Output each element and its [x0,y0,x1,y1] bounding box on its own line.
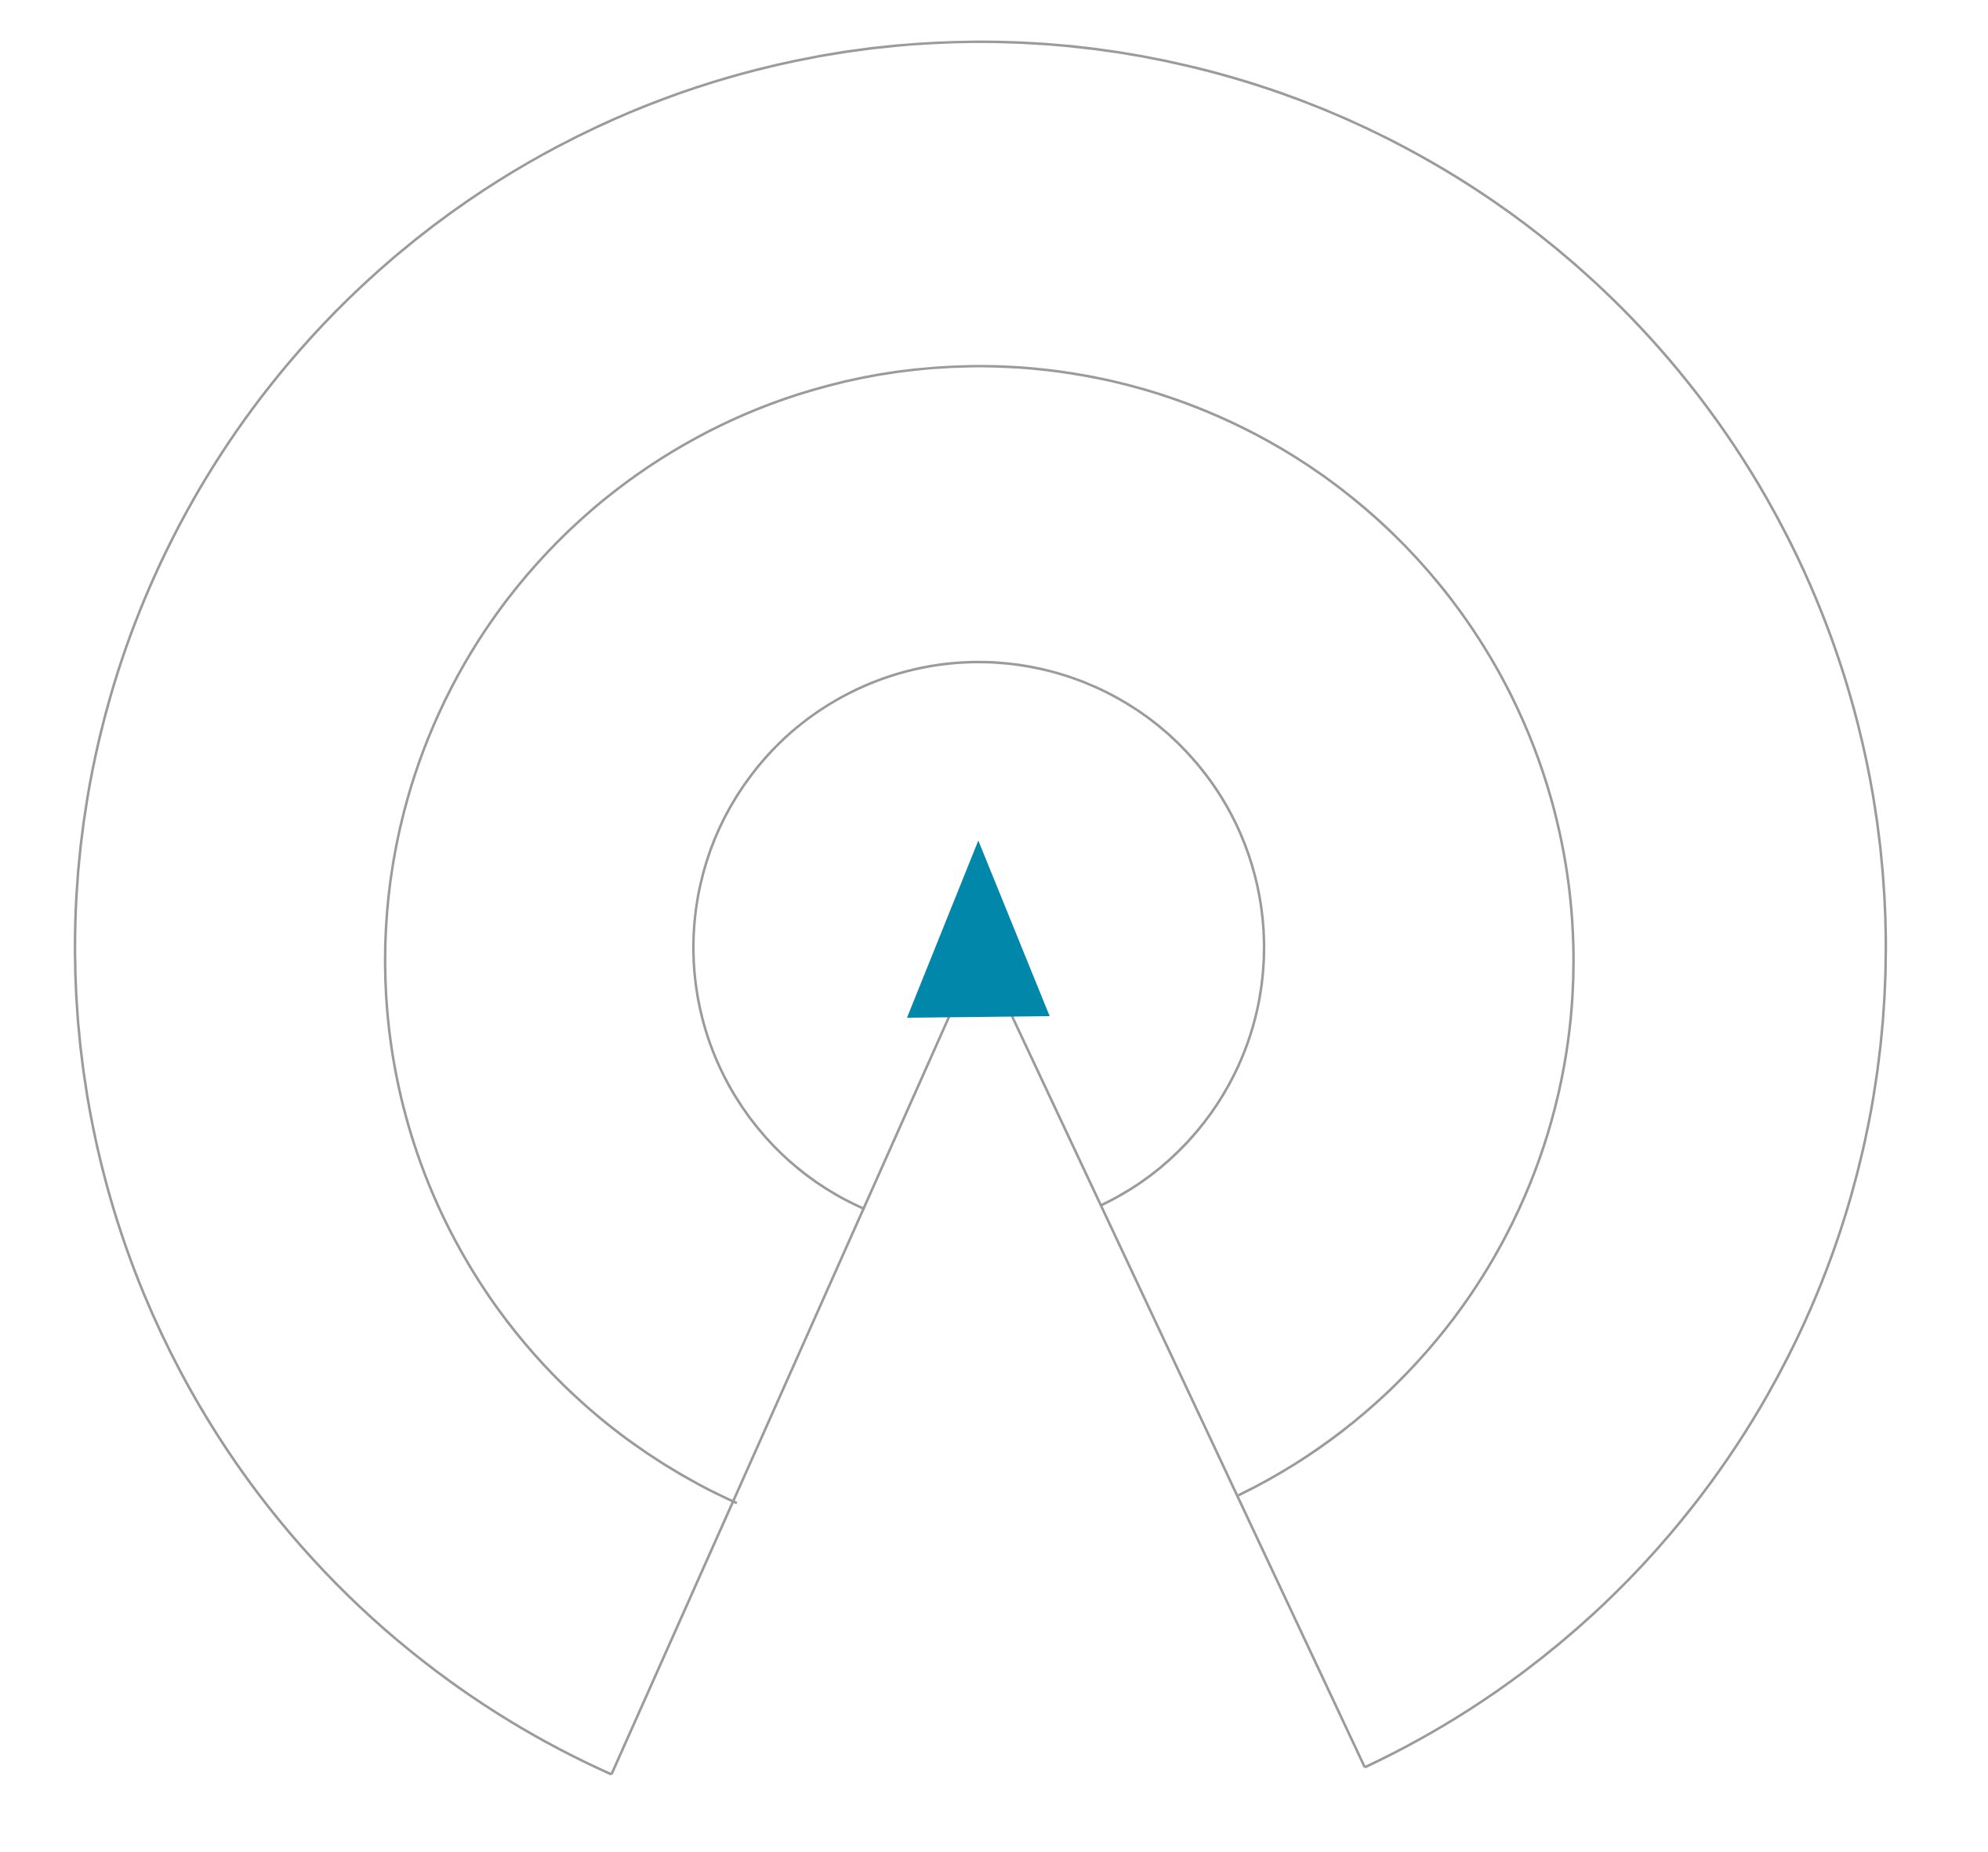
right-beam-line [1010,1015,1366,1768]
inner-ring [691,660,1266,1211]
left-beam-line [610,1015,951,1775]
tower-triangle-icon [907,841,1050,1018]
outer-ring [74,40,1888,1776]
middle-ring [383,365,1575,1505]
